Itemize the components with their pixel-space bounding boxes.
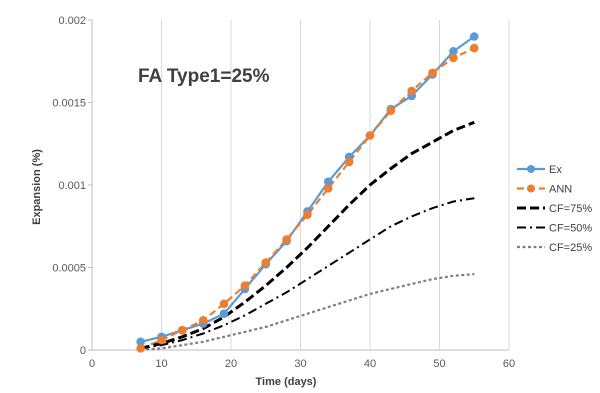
data-point-ex — [449, 47, 458, 56]
data-point-ann — [261, 258, 271, 267]
data-point-ex — [219, 309, 229, 319]
x-tick-label: 0 — [89, 358, 95, 370]
y-axis-title: Expansion (%) — [31, 149, 43, 225]
data-point-ann — [344, 157, 354, 167]
x-tick-label: 30 — [294, 358, 306, 370]
series-line-cf-50 — [140, 197, 475, 350]
data-point-ann — [198, 316, 208, 325]
x-tick-label: 40 — [364, 358, 376, 370]
legend-marker-ann — [527, 184, 535, 193]
y-tick-label: 0 — [80, 345, 86, 357]
data-point-ann — [240, 281, 250, 290]
data-point-ann — [365, 131, 375, 140]
data-point-ann — [449, 53, 458, 63]
y-tick-label: 0.0005 — [52, 263, 86, 275]
x-axis-title: Time (days) — [256, 376, 317, 388]
x-tick-label: 10 — [155, 358, 167, 370]
legend-label-cf-25: CF=25% — [549, 242, 592, 254]
axes — [88, 19, 509, 351]
legend: Ex ANN CF=75% CF=50% CF=25% — [517, 164, 592, 254]
x-tick-label: 20 — [225, 358, 237, 370]
x-tick-label: 50 — [433, 358, 445, 370]
data-point-ann — [407, 86, 417, 96]
series-line-cf-25 — [140, 273, 475, 352]
data-point-ann — [324, 184, 333, 193]
data-point-ann — [136, 344, 145, 353]
legend-label-ex: Ex — [549, 164, 562, 176]
data-point-ex — [136, 337, 145, 347]
x-tick-label: 60 — [503, 358, 515, 370]
legend-label-cf-75: CF=75% — [549, 203, 592, 215]
data-point-ann — [386, 106, 396, 116]
series-line-ann — [140, 47, 475, 350]
series-markers — [136, 32, 479, 353]
data-point-ann — [469, 43, 479, 53]
legend-marker-ex — [527, 165, 535, 173]
legend-label-cf-50: CF=50% — [549, 223, 592, 235]
series-line-cf-75 — [140, 120, 475, 350]
tick-labels: 0 0.0005 0.001 0.0015 0.002 0 10 20 30 40 50 60 — [52, 15, 515, 370]
chart-annotation: FA Type1=25% — [138, 66, 270, 87]
data-point-ann — [178, 325, 187, 335]
data-point-ann — [303, 210, 312, 219]
data-point-ex — [469, 32, 479, 41]
data-point-ann — [157, 335, 166, 345]
data-point-ann — [219, 299, 229, 309]
y-tick-label: 0.002 — [58, 15, 86, 27]
data-point-ann — [282, 235, 291, 244]
data-point-ann — [428, 68, 437, 78]
y-tick-label: 0.0015 — [52, 98, 86, 110]
y-tick-label: 0.001 — [58, 180, 86, 192]
legend-label-ann: ANN — [549, 184, 572, 196]
data-point-ex — [324, 177, 333, 186]
